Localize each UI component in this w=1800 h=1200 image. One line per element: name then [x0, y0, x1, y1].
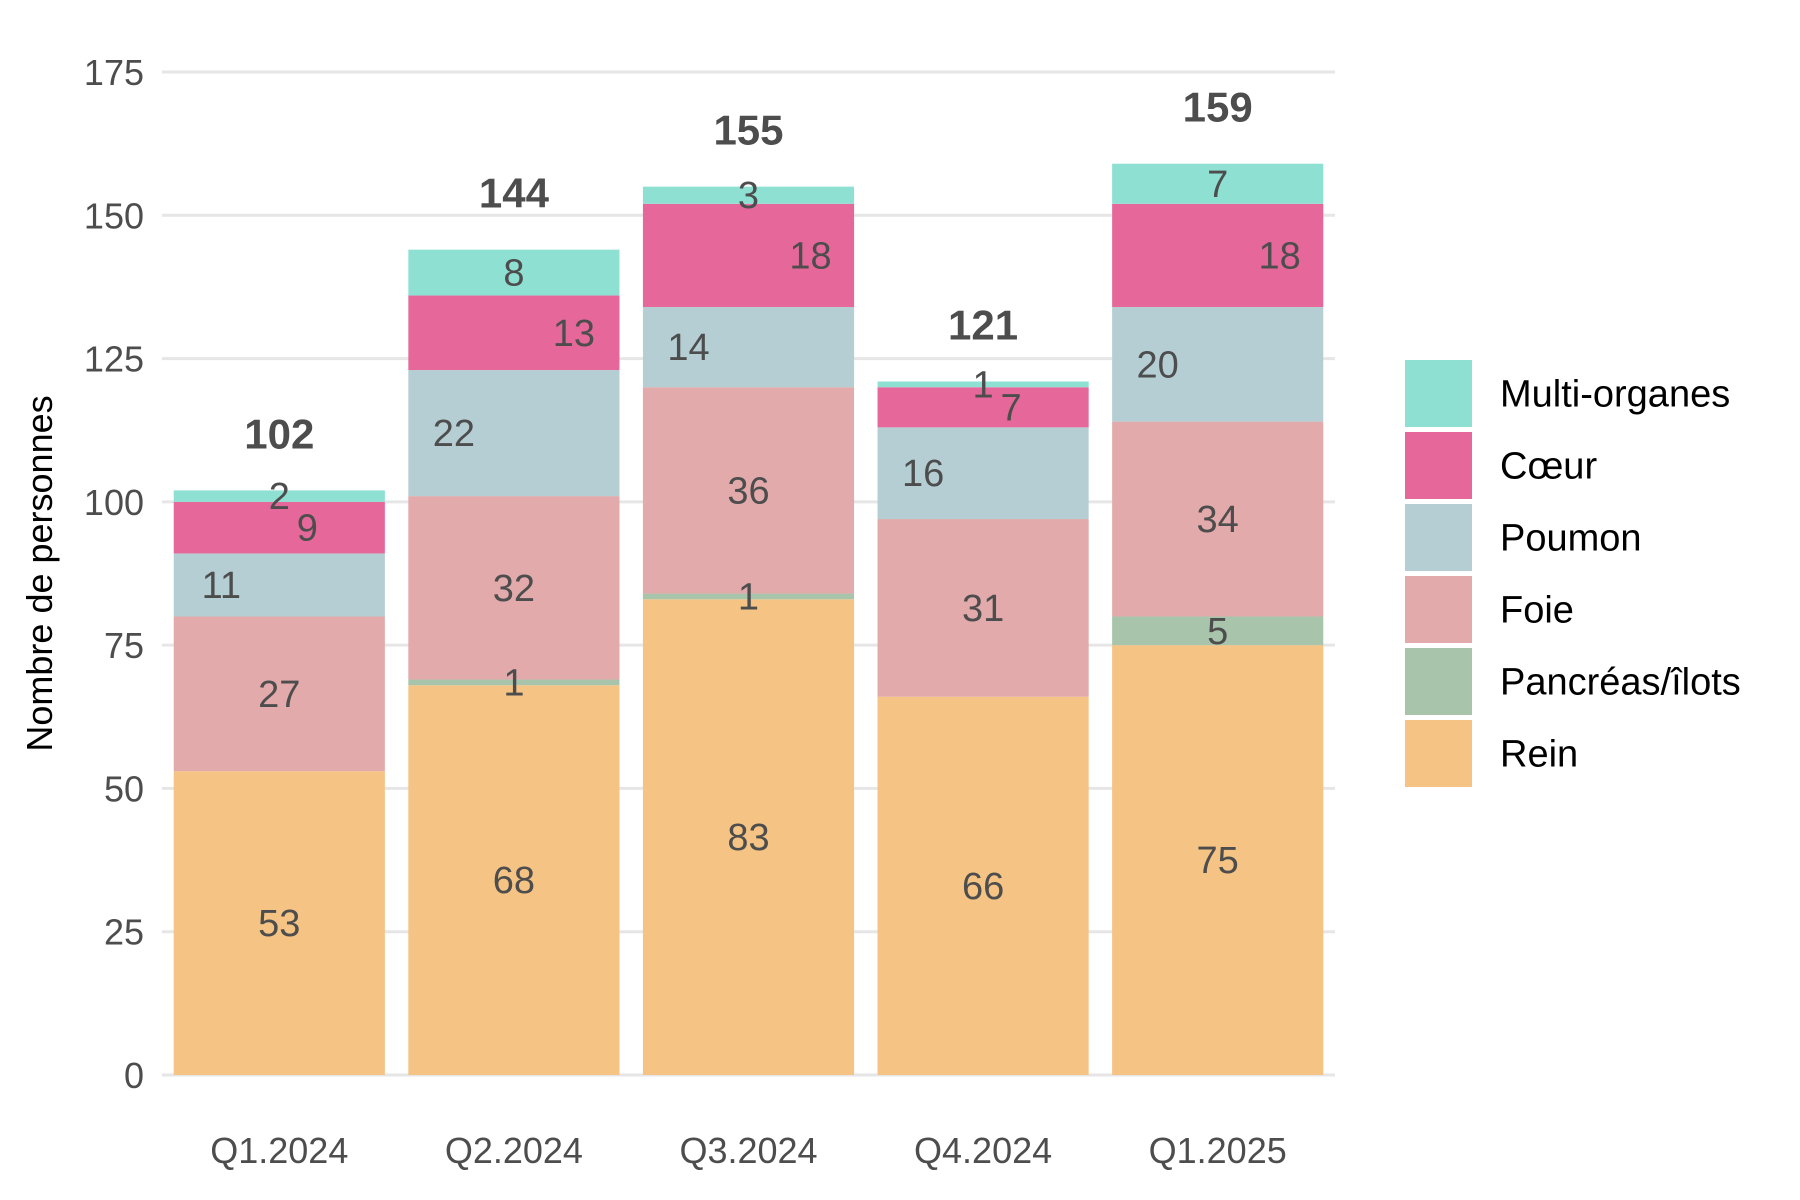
segment-value-label: 16: [902, 453, 944, 495]
bar-total-label: 102: [244, 410, 314, 457]
total-labels: 102 144 155 121 159: [244, 84, 1252, 458]
segment-value-label: 5: [1207, 611, 1228, 653]
x-tick-label: Q1.2025: [1149, 1130, 1287, 1171]
bar-segment: [408, 496, 620, 680]
segment-value-label: 66: [962, 866, 1004, 908]
x-tick-label: Q2.2024: [445, 1130, 583, 1171]
bar-segment: [877, 427, 1089, 520]
bar-segment: [173, 490, 385, 502]
y-tick-label: 0: [124, 1055, 144, 1096]
x-tick-label: Q3.2024: [679, 1130, 817, 1171]
bar-segment: [642, 387, 855, 594]
legend-key: [1405, 576, 1472, 643]
bar-segment: [1112, 306, 1324, 422]
bar-segment: [408, 370, 620, 497]
y-tick-label: 175: [84, 52, 144, 93]
legend-key: [1405, 432, 1472, 499]
segment-value-label: 68: [493, 860, 535, 902]
bar-segment: [877, 387, 1089, 428]
y-axis-ticks: 0 25 50 75 100 125 150 175: [84, 52, 144, 1096]
x-axis-ticks: Q1.2024 Q2.2024 Q3.2024 Q4.2024 Q1.2025: [210, 1130, 1287, 1171]
legend-label: Cœur: [1500, 446, 1597, 488]
y-tick-label: 25: [104, 912, 144, 953]
bar-segment: [642, 593, 855, 600]
segment-value-label: 83: [727, 817, 769, 859]
bar-segment: [1112, 421, 1324, 617]
bar-segment: [642, 599, 855, 1075]
legend-label: Poumon: [1500, 518, 1642, 560]
segment-value-label: 18: [1259, 235, 1301, 277]
segment-value-label: 3: [738, 175, 759, 217]
bar-segment: [642, 203, 855, 307]
segment-value-label: 1: [503, 662, 524, 704]
segment-value-label: 20: [1137, 344, 1179, 386]
segment-value-label: 34: [1197, 499, 1239, 541]
segment-value-label: 53: [258, 903, 300, 945]
legend-label: Rein: [1500, 734, 1578, 776]
bar-segment: [173, 771, 385, 1075]
legend-key: [1405, 504, 1472, 571]
segment-value-label: 11: [202, 565, 241, 607]
bar-segment: [877, 519, 1089, 697]
bars: [173, 163, 1324, 1075]
segment-value-label: 13: [553, 313, 595, 355]
segment-value-label: 7: [1001, 387, 1022, 429]
segment-value-label: 36: [727, 470, 769, 512]
bar-segment: [642, 306, 855, 388]
bar-segment: [173, 501, 385, 554]
segment-value-label: 8: [503, 253, 524, 295]
y-axis-title: Nombre de personnes: [19, 395, 60, 751]
segment-value-label: 18: [789, 235, 831, 277]
bar-segment: [408, 685, 620, 1075]
y-tick-label: 125: [84, 339, 144, 380]
bar-total-label: 144: [479, 170, 550, 217]
y-tick-label: 75: [104, 625, 144, 666]
segment-value-label: 9: [297, 508, 318, 550]
bar-segment: [408, 295, 620, 371]
segment-labels: 5327119268132221388313614183663116717553…: [202, 164, 1301, 945]
segment-value-label: 31: [962, 588, 1004, 630]
y-tick-label: 100: [84, 482, 144, 523]
segment-value-label: 27: [258, 674, 300, 716]
bar-total-label: 159: [1183, 84, 1253, 131]
legend: Multi-organes Cœur Poumon Foie Pancréas/îlot…: [1405, 360, 1741, 787]
x-tick-label: Q4.2024: [914, 1130, 1052, 1171]
bar-segment: [1112, 645, 1324, 1075]
segment-value-label: 14: [667, 327, 709, 369]
bar-segment: [877, 381, 1089, 388]
segment-value-label: 32: [493, 568, 535, 610]
y-tick-label: 50: [104, 768, 144, 809]
y-tick-label: 150: [84, 195, 144, 236]
bar-total-label: 155: [713, 107, 783, 154]
segment-value-label: 2: [269, 476, 290, 518]
segment-value-label: 1: [738, 576, 759, 618]
legend-key: [1405, 360, 1472, 427]
legend-key: [1405, 648, 1472, 715]
segment-value-label: 7: [1207, 164, 1228, 206]
bar-segment: [877, 696, 1089, 1075]
segment-value-label: 1: [973, 364, 994, 406]
x-tick-label: Q1.2024: [210, 1130, 348, 1171]
legend-label: Multi-organes: [1500, 374, 1730, 416]
bar-segment: [173, 553, 385, 617]
bar-segment: [642, 186, 855, 204]
bar-total-label: 121: [948, 301, 1018, 348]
legend-label: Pancréas/îlots: [1500, 662, 1741, 704]
legend-key: [1405, 720, 1472, 787]
legend-label: Foie: [1500, 590, 1574, 632]
bar-segment: [1112, 203, 1324, 307]
segment-value-label: 75: [1197, 840, 1239, 882]
segment-value-label: 22: [433, 413, 475, 455]
bar-segment: [1112, 163, 1324, 204]
bar-segment: [408, 249, 620, 296]
bar-segment: [408, 679, 620, 686]
bar-segment: [173, 616, 385, 772]
bar-segment: [1112, 616, 1324, 646]
